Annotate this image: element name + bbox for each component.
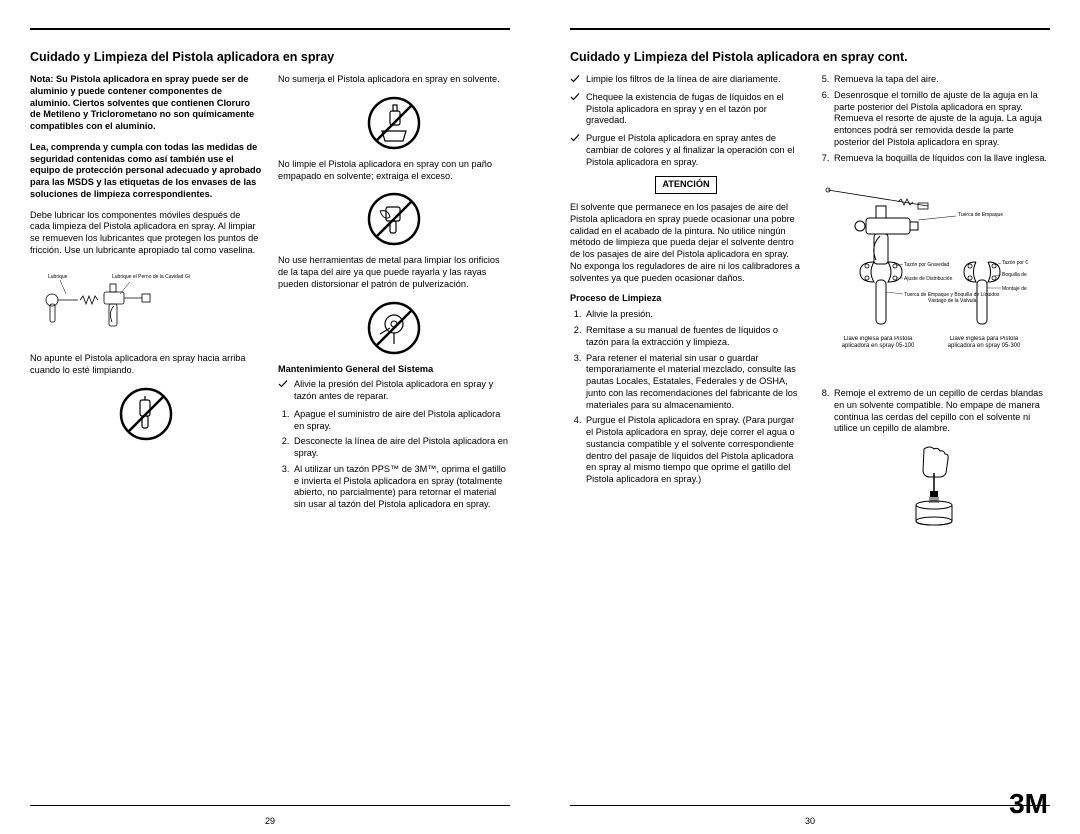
right-col-1: Limpie los filtros de la línea de aire d… xyxy=(570,74,802,531)
check-text: Purgue el Pistola aplicadora en spray an… xyxy=(586,133,802,168)
right-col-2: Remueva la tapa del aire. Desenrosque el… xyxy=(818,74,1050,531)
bottom-rule-right xyxy=(570,805,1050,806)
check-text: Limpie los filtros de la línea de aire d… xyxy=(586,74,781,86)
svg-text:Tazón por Gravedad: Tazón por Gravedad xyxy=(1002,260,1028,266)
figure-no-submerge xyxy=(366,95,422,151)
svg-text:Tazón por Gravedad: Tazón por Gravedad xyxy=(904,262,950,268)
check-text: Alivie la presión del Pistola aplicadora… xyxy=(294,379,510,403)
check-leaks: Chequee la existencia de fugas de líquid… xyxy=(570,92,802,127)
footer-left xyxy=(30,799,510,806)
mant-step-1: Apague el suministro de aire del Pistola… xyxy=(292,409,510,433)
proc-6: Desenrosque el tornillo de ajuste de la … xyxy=(832,90,1050,149)
check-icon xyxy=(570,92,580,102)
figure-brush xyxy=(894,443,974,527)
safety-bold: Lea, comprenda y cumpla con todas las me… xyxy=(30,142,262,201)
top-rule-left xyxy=(30,28,510,30)
svg-text:Montaje de Ajuste de Distribuc: Montaje de Ajuste de Distribución xyxy=(1002,286,1028,292)
proc-step-8: Remoje el extremo de un cepillo de cerda… xyxy=(818,388,1050,435)
svg-text:Lubrique el Perno de la Cavida: Lubrique el Perno de la Cavidad Giratori… xyxy=(112,274,190,280)
mant-step-3: Al utilizar un tazón PPS™ de 3M™, oprima… xyxy=(292,464,510,511)
proc-steps-5-7: Remueva la tapa del aire. Desenrosque el… xyxy=(818,74,1050,164)
figure-wrench-diagram: Tuerca de Empaque Tazón por Gravedad xyxy=(818,176,1028,376)
check-filters: Limpie los filtros de la línea de aire d… xyxy=(570,74,802,86)
lubricate-text: Debe lubricar los componentes móviles de… xyxy=(30,210,262,257)
no-point-text: No apunte el Pistola aplicadora en spray… xyxy=(30,353,262,377)
svg-text:Lubrique: Lubrique xyxy=(48,274,68,280)
left-col-2: No sumerja el Pistola aplicadora en spra… xyxy=(278,74,510,519)
mant-heading: Mantenimiento General del Sistema xyxy=(278,364,510,376)
logo-3m: 3M xyxy=(1009,788,1048,820)
figure-no-metal xyxy=(366,300,422,356)
svg-text:Tuerca de Empaque: Tuerca de Empaque xyxy=(958,212,1003,218)
proc-2: Remítase a su manual de fuentes de líqui… xyxy=(584,325,802,349)
columns-left: Nota: Su Pistola aplicadora en spray pue… xyxy=(30,74,510,519)
proc-4: Purgue el Pistola aplicadora en spray. (… xyxy=(584,415,802,486)
check-alivie: Alivie la presión del Pistola aplicadora… xyxy=(278,379,510,403)
check-icon xyxy=(278,379,288,389)
no-clean-cloth: No limpie el Pistola aplicadora en spray… xyxy=(278,159,510,183)
heading-left: Cuidado y Limpieza del Pistola aplicador… xyxy=(30,50,510,64)
left-col-1: Nota: Su Pistola aplicadora en spray pue… xyxy=(30,74,262,519)
check-purge: Purgue el Pistola aplicadora en spray an… xyxy=(570,133,802,168)
proc-7: Remueva la boquilla de líquidos con la l… xyxy=(832,153,1050,165)
heading-right: Cuidado y Limpieza del Pistola aplicador… xyxy=(570,50,1050,64)
bottom-rule-left xyxy=(30,805,510,806)
atencion-box-wrap: ATENCIÓN xyxy=(570,174,802,198)
check-text: Chequee la existencia de fugas de líquid… xyxy=(586,92,802,127)
wrench-label-right: Llave inglesa para Pistola aplicadora en… xyxy=(944,336,1024,349)
proceso-steps: Alivie la presión. Remítase a su manual … xyxy=(570,309,802,486)
proc-1: Alivie la presión. xyxy=(584,309,802,321)
proc-5: Remueva la tapa del aire. xyxy=(832,74,1050,86)
top-rule-right xyxy=(570,28,1050,30)
page-number-right: 30 xyxy=(540,816,1080,826)
svg-text:Boquilla de Líquidos: Boquilla de Líquidos xyxy=(1002,272,1028,278)
proceso-heading: Proceso de Limpieza xyxy=(570,293,802,305)
figure-lubricate: Lubrique Lubrique el Perno de la Cavidad… xyxy=(30,270,190,342)
page-left: Cuidado y Limpieza del Pistola aplicador… xyxy=(0,0,540,834)
check-icon xyxy=(570,74,580,84)
wrench-label-left: Llave inglesa para Pistola aplicadora en… xyxy=(838,336,918,349)
footer-right xyxy=(570,799,1050,806)
columns-right: Limpie los filtros de la línea de aire d… xyxy=(570,74,1050,531)
mant-steps: Apague el suministro de aire del Pistola… xyxy=(278,409,510,511)
proc-3: Para retener el material sin usar o guar… xyxy=(584,353,802,412)
no-metal-tools: No use herramientas de metal para limpia… xyxy=(278,255,510,290)
atencion-text: El solvente que permanece en los pasajes… xyxy=(570,202,802,284)
figure-no-cloth xyxy=(366,191,422,247)
proc-8: Remoje el extremo de un cepillo de cerda… xyxy=(832,388,1050,435)
spread: Cuidado y Limpieza del Pistola aplicador… xyxy=(0,0,1080,834)
svg-text:Vástago de la Válvula: Vástago de la Válvula xyxy=(928,298,977,304)
figure-no-point-up xyxy=(118,386,174,442)
atencion-box: ATENCIÓN xyxy=(655,176,716,194)
check-icon xyxy=(570,133,580,143)
page-number-left: 29 xyxy=(0,816,540,826)
svg-text:Ajuste de Distribución: Ajuste de Distribución xyxy=(904,276,953,282)
page-right: Cuidado y Limpieza del Pistola aplicador… xyxy=(540,0,1080,834)
mant-step-2: Desconecte la línea de aire del Pistola … xyxy=(292,436,510,460)
no-submerge: No sumerja el Pistola aplicadora en spra… xyxy=(278,74,510,86)
note-bold: Nota: Su Pistola aplicadora en spray pue… xyxy=(30,74,262,133)
